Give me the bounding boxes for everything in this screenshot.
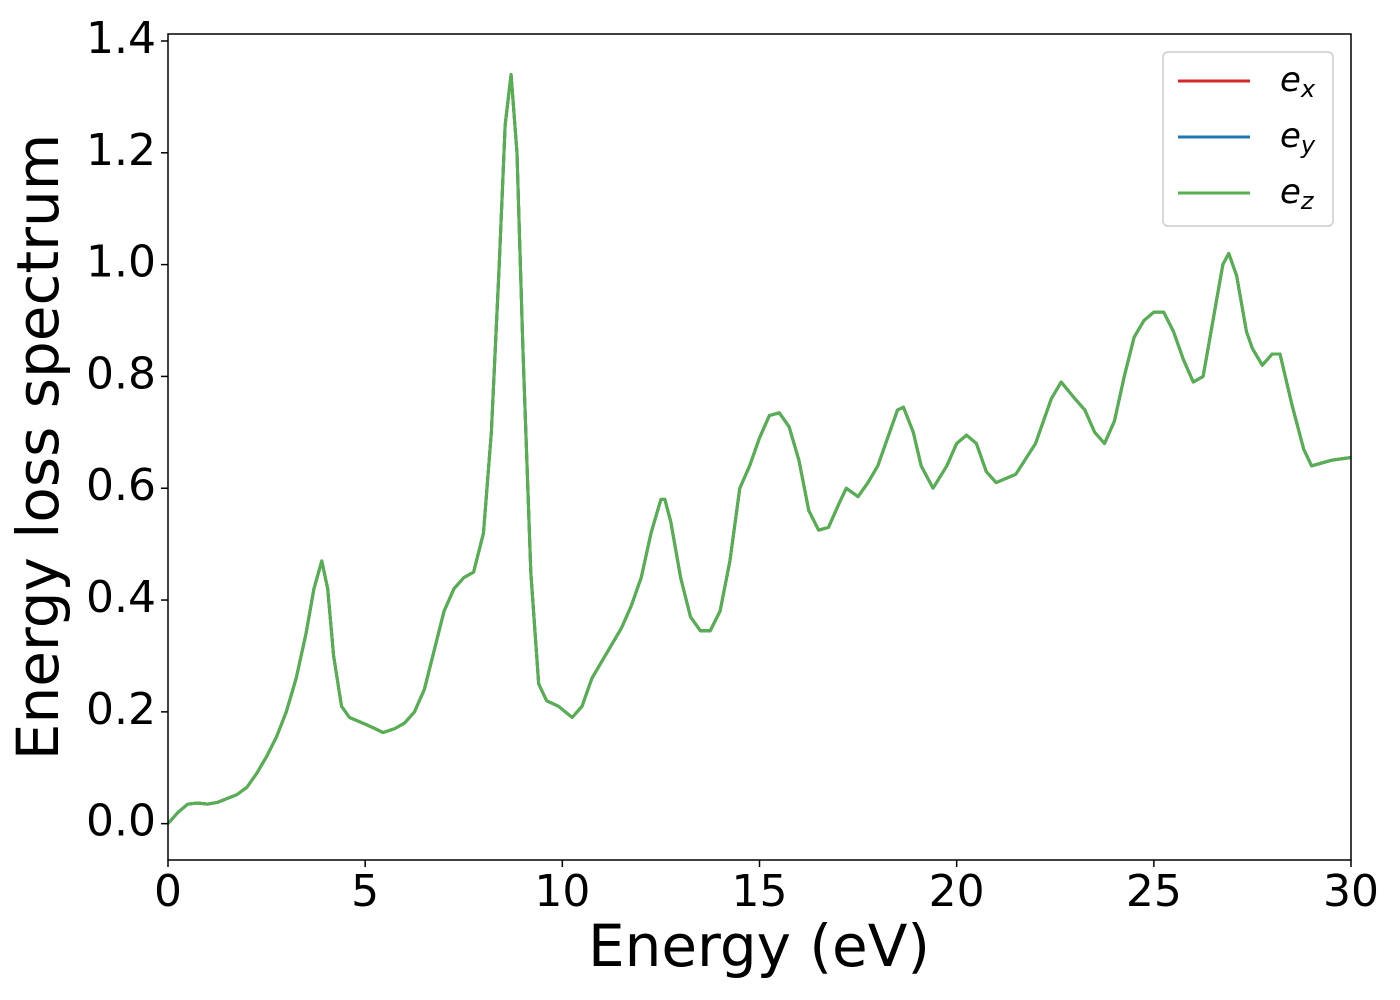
legend-box	[1162, 51, 1334, 227]
x-tick-label: 30	[1323, 866, 1379, 917]
y-tick-label: 0.0	[86, 796, 156, 847]
legend-label: ex	[1280, 60, 1316, 104]
y-tick-label: 0.6	[86, 460, 156, 511]
series-line	[168, 73, 1351, 825]
y-tick-label: 0.8	[86, 348, 156, 399]
x-tick-label: 15	[732, 866, 788, 917]
y-tick-label: 0.4	[86, 572, 156, 623]
y-tick-label: 0.2	[86, 684, 156, 735]
y-tick-label: 1.0	[86, 237, 156, 288]
x-tick-label: 20	[929, 866, 985, 917]
legend-label: ey	[1280, 116, 1316, 160]
y-tick-label: 1.4	[86, 13, 156, 64]
legend-label: ez	[1280, 172, 1315, 216]
y-axis-label: Energy loss spectrum	[4, 134, 72, 760]
x-tick-label: 0	[154, 866, 182, 917]
x-tick-label: 5	[351, 866, 379, 917]
x-axis-label: Energy (eV)	[588, 912, 930, 980]
y-tick-label: 1.2	[86, 125, 156, 176]
plot-frame	[167, 33, 1352, 861]
x-tick-label: 25	[1126, 866, 1182, 917]
x-tick-label: 10	[534, 866, 590, 917]
